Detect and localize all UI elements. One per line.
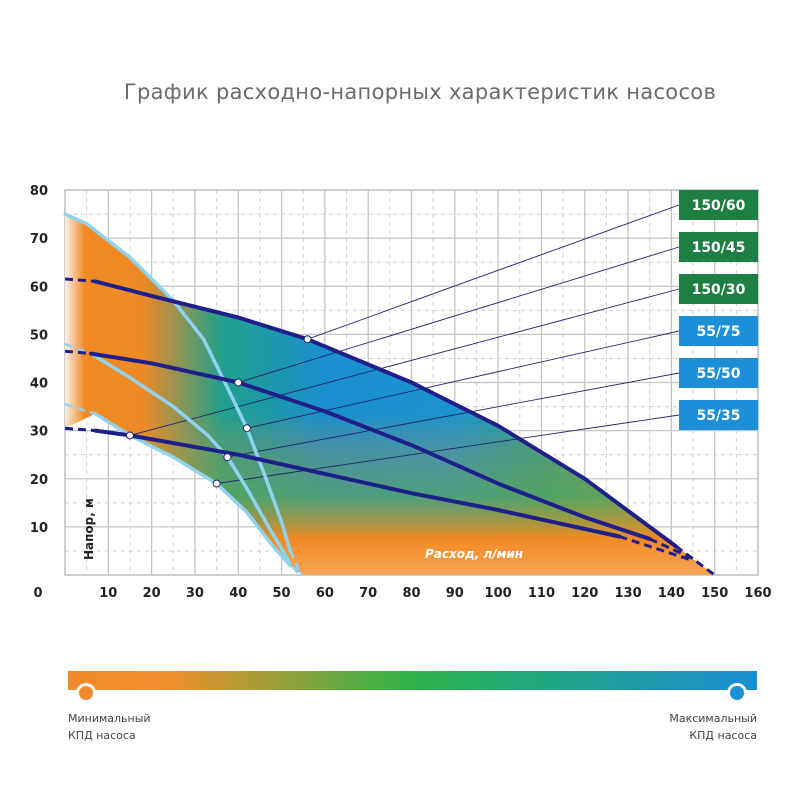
legend-label: 150/60 — [692, 198, 746, 214]
curve-dashed-end — [289, 550, 301, 571]
min-efficiency-caption: Минимальный КПД насоса — [68, 710, 151, 744]
curve-dashed-start — [64, 277, 96, 283]
x-tick-label: 70 — [359, 586, 377, 601]
operating-point-marker — [223, 453, 232, 462]
chart-title: График расходно-напорных характеристик н… — [123, 80, 717, 104]
efficiency-scale-bar — [68, 671, 757, 703]
x-tick-label: 120 — [571, 586, 598, 601]
x-tick-label: 150 — [701, 586, 728, 601]
curve-dashed-start — [64, 349, 92, 356]
x-tick-label: 160 — [744, 586, 771, 601]
legend-label: 55/75 — [696, 324, 740, 340]
leader-lines — [129, 204, 680, 485]
x-tick-label: 140 — [658, 586, 685, 601]
operating-point-marker — [234, 378, 243, 387]
leader-line — [216, 414, 680, 485]
x-tick-label: 10 — [99, 586, 117, 601]
y-tick-label: 20 — [30, 473, 48, 488]
curve-dashed-end — [674, 544, 716, 577]
legend-box — [679, 358, 758, 388]
min-efficiency-dot — [79, 686, 93, 700]
curve-55-50 — [89, 351, 288, 558]
x-tick-label: 110 — [528, 586, 555, 601]
max-efficiency-caption: Максимальный КПД насоса — [669, 710, 757, 744]
leader-line — [129, 288, 680, 436]
x-tick-label: 50 — [273, 586, 291, 601]
curve-dashed-start — [64, 403, 96, 415]
operating-point-marker — [242, 424, 251, 433]
y-tick-label: 60 — [30, 280, 48, 295]
curve-dashed-end — [649, 537, 699, 562]
tick-labels: 0 10 20 30 40 50 60 70 80 90 100 110 120 130 140 150 160… — [30, 184, 772, 601]
x-tick-label: 90 — [446, 586, 464, 601]
curve-150-60 — [93, 279, 678, 549]
leader-line — [307, 204, 680, 340]
x-tick-label: 100 — [485, 586, 512, 601]
x-tick-label: 20 — [143, 586, 161, 601]
leader-line — [238, 246, 680, 383]
legend-label: 55/35 — [696, 408, 740, 424]
legend-box — [679, 400, 758, 430]
max-caption-line1: Максимальный — [669, 712, 757, 725]
y-tick-label: 40 — [30, 377, 48, 392]
curves — [63, 212, 716, 577]
curve-dashed-start — [64, 426, 96, 433]
curve-dashed-end — [284, 555, 300, 576]
operating-point-marker — [125, 431, 134, 440]
efficiency-fill — [65, 214, 715, 575]
legend-box — [679, 274, 758, 304]
leader-line — [246, 330, 680, 429]
min-caption-line1: Минимальный — [68, 712, 151, 725]
curve-dashed-start — [64, 342, 92, 355]
operating-point-marker — [212, 479, 221, 488]
operating-point-marker — [303, 335, 312, 344]
legend-box — [679, 232, 758, 262]
legend-box — [679, 316, 758, 346]
y-tick-label: 50 — [30, 328, 48, 343]
y-tick-label: 80 — [30, 184, 48, 199]
x-tick-label: 80 — [402, 586, 420, 601]
y-axis-label: Напор, м — [82, 498, 96, 560]
x-tick-label: 60 — [316, 586, 334, 601]
legend-label: 55/50 — [696, 366, 740, 382]
x-tick-label: 30 — [186, 586, 204, 601]
curve-dashed-end — [289, 564, 304, 577]
x-tick-label: 0 — [33, 586, 42, 601]
y-tick-label: 70 — [30, 232, 48, 247]
x-tick-label: 130 — [614, 586, 641, 601]
leader-line — [227, 372, 680, 458]
markers — [125, 335, 312, 488]
legend: 150/60 150/45 150/30 55/75 55/50 55/35 — [679, 190, 758, 430]
max-efficiency-dot — [730, 686, 744, 700]
legend-label: 150/45 — [692, 240, 746, 256]
legend-box — [679, 190, 758, 220]
efficiency-gradient-bar — [68, 671, 757, 690]
x-axis-label: Расход, л/мин — [425, 547, 523, 561]
efficiency-area-low — [65, 214, 715, 575]
max-caption-line2: КПД насоса — [689, 729, 757, 742]
y-tick-label: 30 — [30, 425, 48, 440]
min-caption-line2: КПД насоса — [68, 729, 136, 742]
curve-150-45 — [89, 351, 652, 541]
legend-label: 150/30 — [692, 282, 746, 298]
curve-55-75 — [63, 212, 292, 553]
y-tick-label: 10 — [30, 521, 48, 536]
x-tick-label: 40 — [229, 586, 247, 601]
